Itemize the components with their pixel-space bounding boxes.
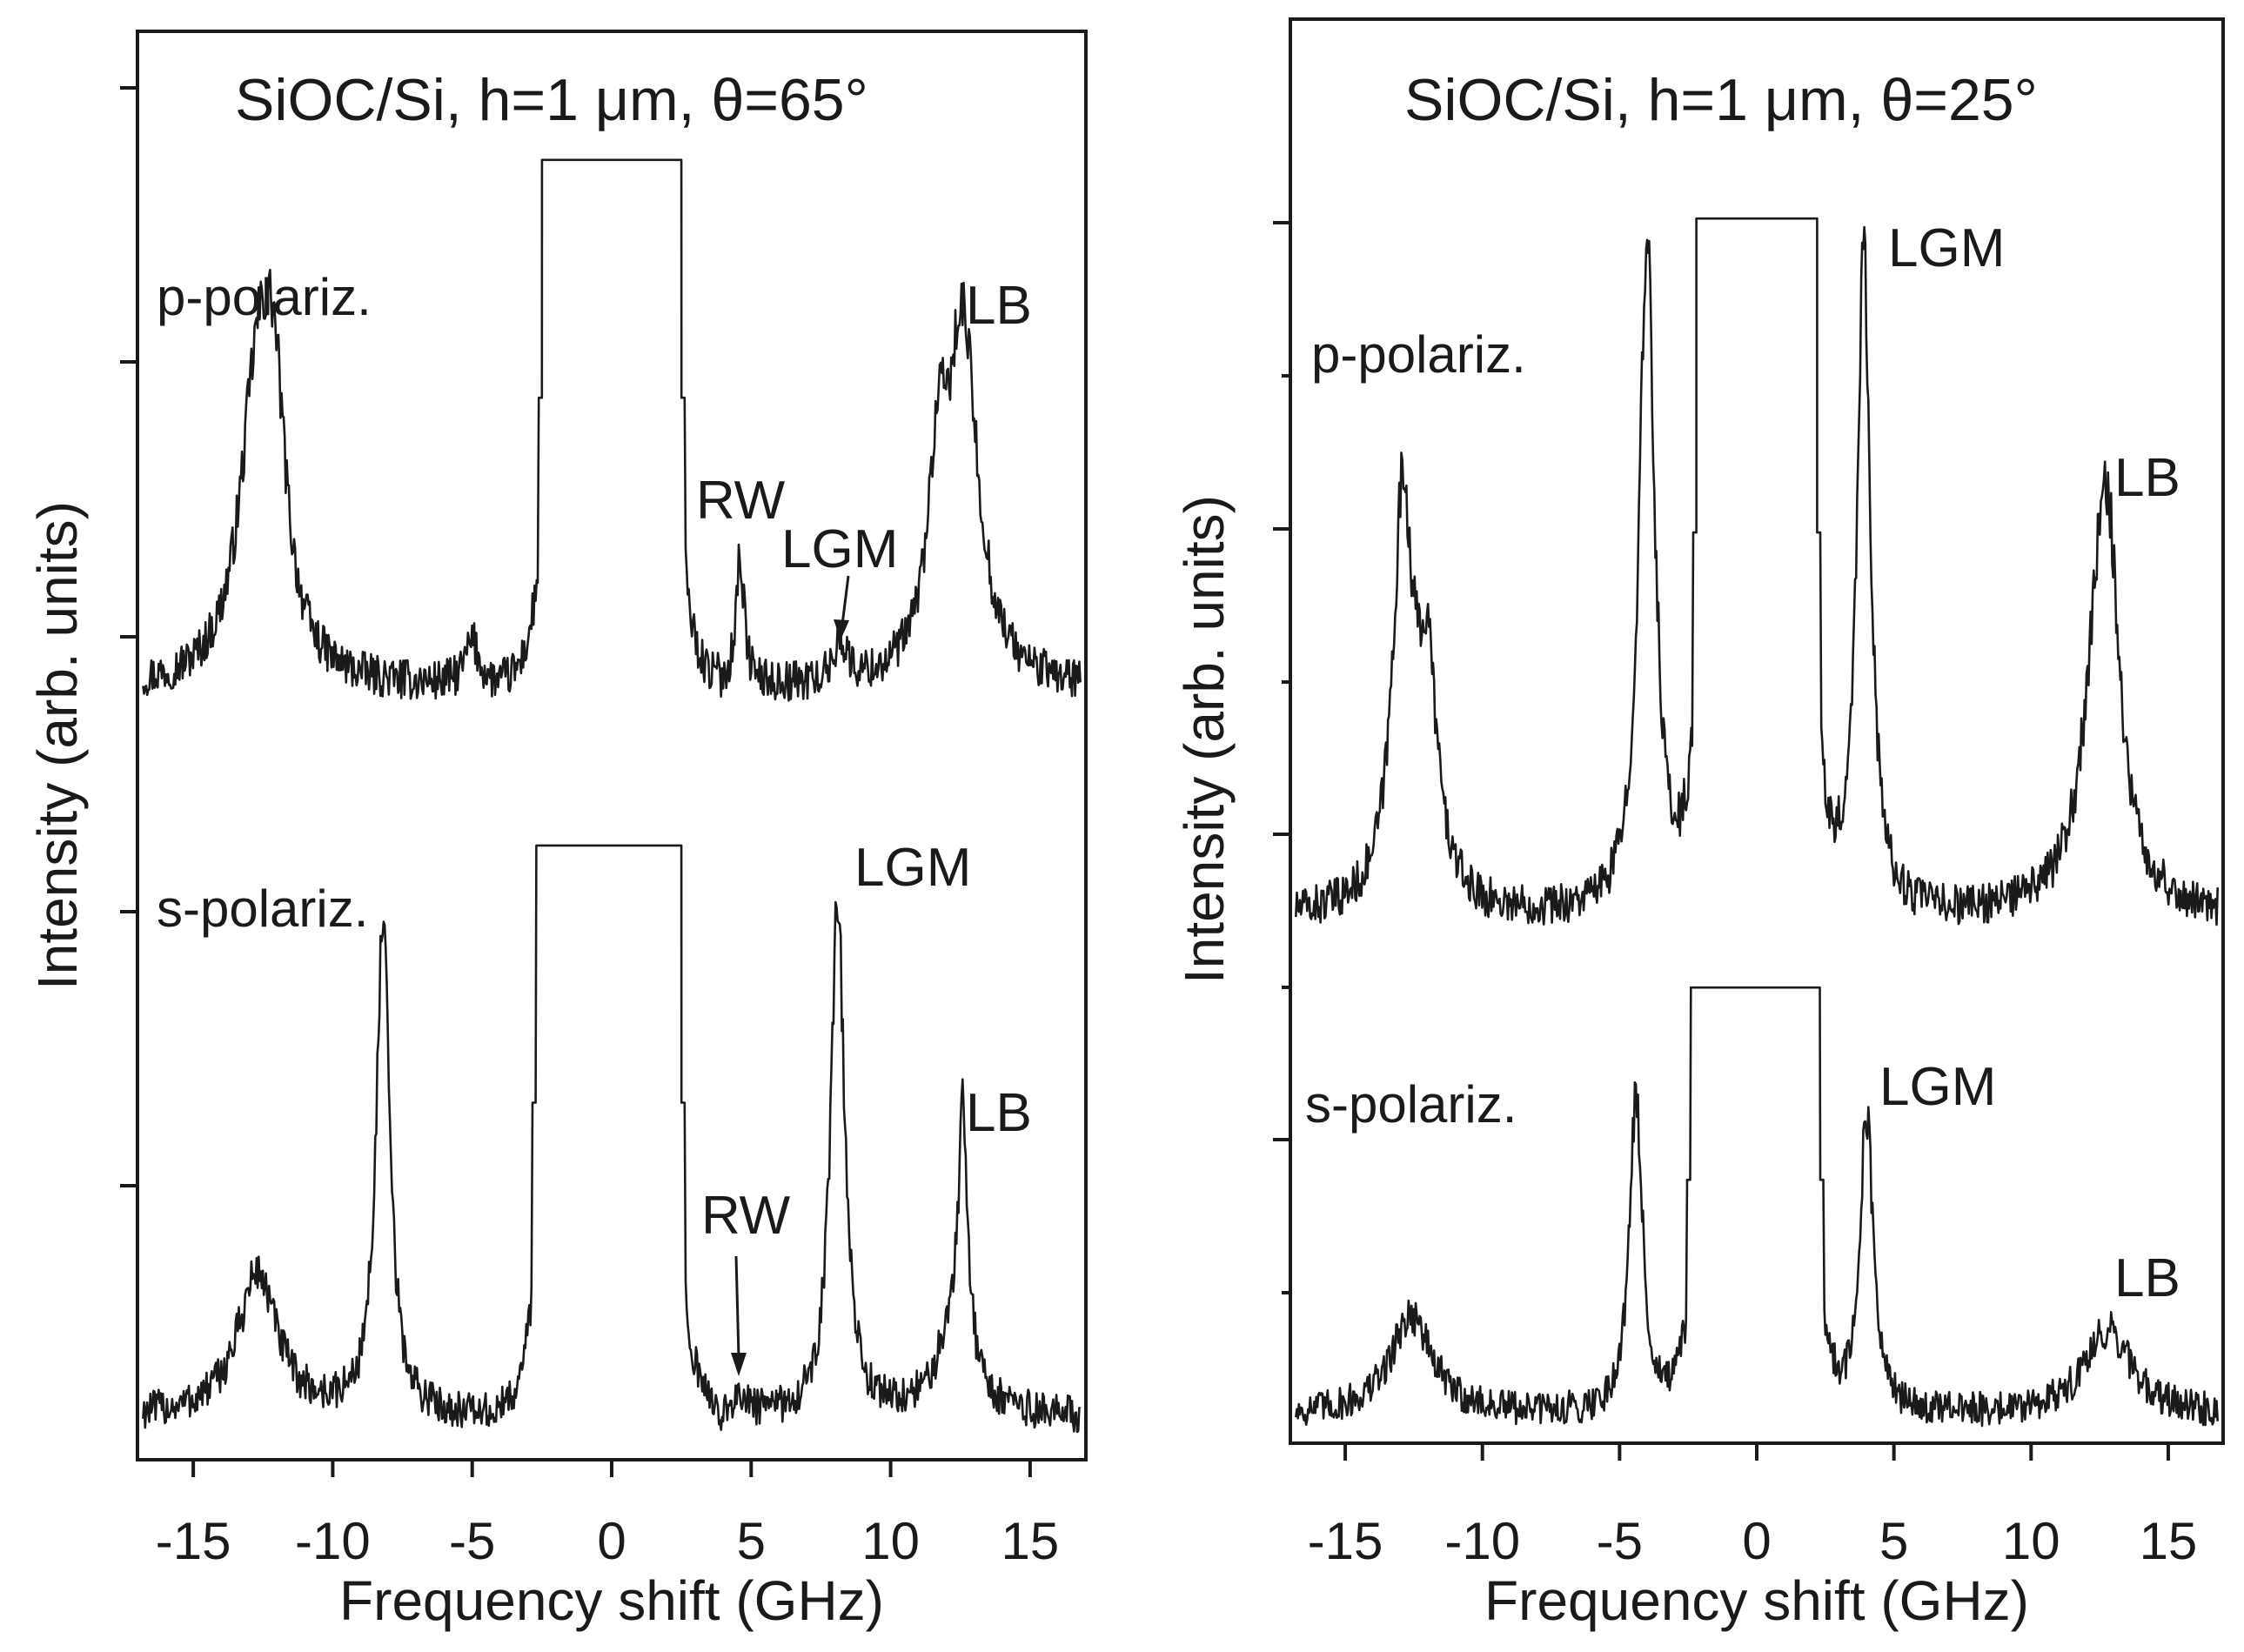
x-tick-label: 0 <box>1742 1512 1771 1570</box>
left-p-lgm-label: LGM <box>781 519 898 579</box>
x-tick-label: -10 <box>295 1512 371 1570</box>
left-x-ticks: -15 -10 -5 0 5 10 15 <box>156 1460 1059 1570</box>
left-s-polariz-label: s-polariz. <box>157 880 368 938</box>
right-panel-title: SiOC/Si, h=1 μm, θ=25° <box>1404 67 2038 133</box>
right-s-lgm-label: LGM <box>1879 1057 1996 1117</box>
right-y-ticks <box>1273 221 1290 1294</box>
x-tick-label: 10 <box>2002 1512 2060 1570</box>
right-p-lgm-label: LGM <box>1888 218 2005 278</box>
right-s-polariz-label: s-polariz. <box>1305 1075 1517 1134</box>
right-p-polariz-trace <box>1295 217 2219 926</box>
x-tick-label: -10 <box>1444 1512 1520 1570</box>
left-plot-frame <box>136 30 1088 1461</box>
left-s-rw-arrow <box>734 1255 740 1358</box>
x-tick-label: 10 <box>861 1512 920 1570</box>
left-y-axis-title: Intensity (arb. units) <box>26 501 89 990</box>
right-y-axis-title: Intensity (arb. units) <box>1173 495 1236 984</box>
left-s-polariz-trace <box>142 844 1082 1434</box>
left-s-lb-label: LB <box>966 1083 1032 1143</box>
x-tick-label: 5 <box>737 1512 766 1570</box>
x-tick-label: 15 <box>1001 1512 1060 1570</box>
right-x-axis-title: Frequency shift (GHz) <box>1484 1569 2029 1632</box>
x-tick-label: 5 <box>1879 1512 1908 1570</box>
x-tick-label: 15 <box>2140 1512 2198 1570</box>
right-s-polariz-trace <box>1295 986 2219 1428</box>
x-tick-label: -15 <box>1308 1512 1383 1570</box>
x-tick-label: 0 <box>597 1512 626 1570</box>
left-p-lgm-arrow <box>841 575 850 625</box>
right-p-polariz-label: p-polariz. <box>1311 325 1526 384</box>
left-s-lgm-label: LGM <box>854 838 971 898</box>
left-s-rw-label: RW <box>701 1186 791 1246</box>
x-tick-label: -15 <box>156 1512 231 1570</box>
left-x-axis-title: Frequency shift (GHz) <box>339 1569 884 1632</box>
right-p-lb-label: LB <box>2114 448 2180 508</box>
left-panel-title: SiOC/Si, h=1 μm, θ=65° <box>235 67 868 133</box>
right-panel: -15 -10 -5 0 5 10 15 SiOC/Si, h=1 μm, θ=25° Fr… <box>1173 17 2225 1632</box>
left-p-polariz-label: p-polariz. <box>157 268 372 326</box>
left-p-lgm-arrowhead <box>834 619 849 640</box>
right-x-ticks: -15 -10 -5 0 5 10 15 <box>1308 1443 2198 1570</box>
x-tick-label: -5 <box>1597 1512 1643 1570</box>
left-p-lb-label: LB <box>966 276 1032 336</box>
left-y-ticks <box>120 86 137 1187</box>
x-tick-label: -5 <box>449 1512 495 1570</box>
left-p-rw-label: RW <box>696 471 786 531</box>
left-panel: -15 -10 -5 0 5 10 15 SiOC/Si, h=1 μm, θ=65° Fr… <box>26 30 1088 1632</box>
right-s-lb-label: LB <box>2114 1248 2180 1308</box>
left-s-rw-arrowhead <box>731 1353 747 1376</box>
left-p-polariz-trace <box>142 158 1082 702</box>
